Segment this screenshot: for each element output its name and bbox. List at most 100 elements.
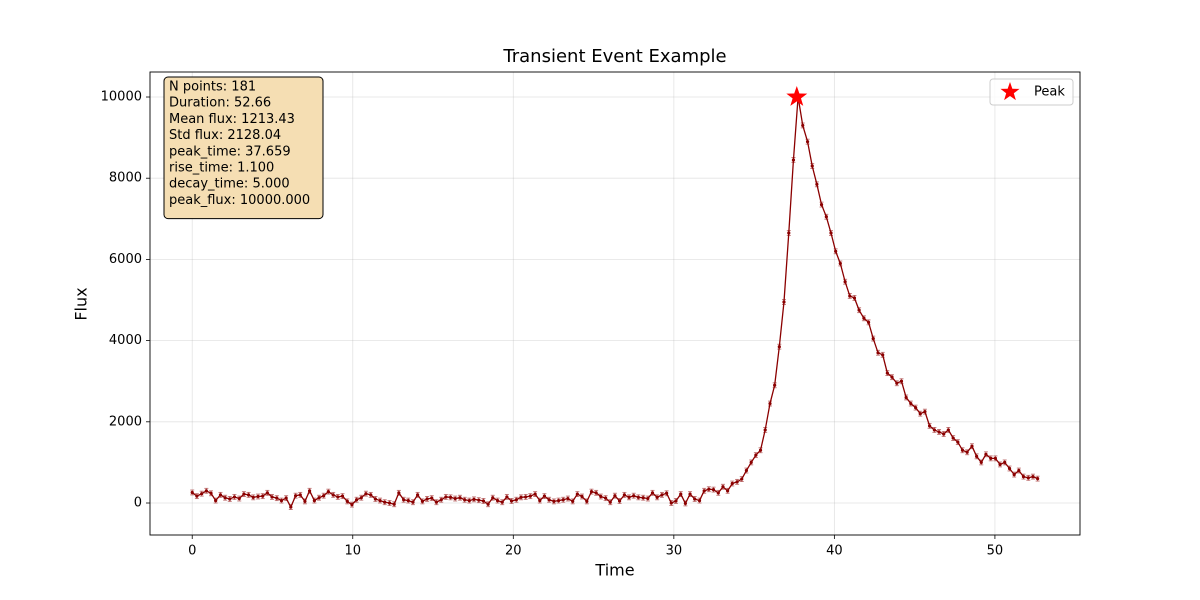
- data-point: [735, 480, 739, 484]
- data-point: [984, 452, 988, 456]
- x-tick-label: 20: [505, 544, 522, 559]
- data-point: [514, 498, 518, 502]
- data-point: [838, 261, 842, 266]
- data-point: [275, 496, 279, 500]
- y-tick-label: 6000: [109, 252, 142, 267]
- data-point: [1003, 460, 1007, 465]
- stats-line: rise_time: 1.100: [169, 161, 274, 176]
- y-axis-label: Flux: [72, 287, 91, 320]
- data-point: [744, 468, 749, 473]
- data-point: [899, 379, 904, 383]
- data-point: [1021, 475, 1026, 479]
- data-point: [307, 489, 312, 493]
- data-point: [993, 456, 997, 460]
- data-point: [472, 497, 476, 501]
- data-point: [312, 498, 316, 503]
- data-point: [848, 294, 852, 298]
- data-point: [730, 481, 734, 486]
- data-point: [604, 496, 608, 500]
- data-point: [204, 489, 208, 493]
- data-point: [707, 487, 711, 491]
- data-point: [1007, 466, 1012, 471]
- data-point: [270, 495, 274, 499]
- data-point: [819, 202, 824, 207]
- data-point: [975, 454, 979, 458]
- data-point: [956, 440, 960, 444]
- x-tick-label: 30: [666, 544, 683, 559]
- data-point: [951, 436, 955, 440]
- data-point: [303, 499, 307, 503]
- x-tick-label: 0: [188, 544, 196, 559]
- data-point: [284, 496, 288, 500]
- x-tick-label: 40: [826, 544, 843, 559]
- data-point: [322, 494, 326, 498]
- data-point: [289, 505, 293, 509]
- data-point: [364, 492, 368, 496]
- data-point: [448, 495, 453, 499]
- data-point: [453, 496, 457, 501]
- data-point: [843, 280, 847, 284]
- data-point: [279, 498, 284, 503]
- data-point: [331, 493, 335, 497]
- data-point: [190, 490, 194, 495]
- data-point: [195, 494, 199, 498]
- data-point: [1017, 468, 1021, 473]
- data-point: [355, 498, 359, 502]
- data-point: [575, 492, 579, 496]
- data-point: [617, 499, 622, 503]
- data-point: [373, 497, 377, 501]
- data-point: [552, 499, 556, 503]
- data-point: [679, 492, 683, 496]
- data-point: [200, 492, 204, 496]
- data-point: [265, 491, 269, 495]
- data-point: [387, 501, 392, 505]
- data-point: [740, 477, 744, 481]
- data-point: [862, 316, 866, 320]
- data-point: [232, 495, 237, 499]
- data-point: [420, 499, 425, 503]
- data-point: [1031, 475, 1035, 479]
- data-point: [416, 493, 420, 497]
- data-point: [383, 500, 387, 504]
- data-point: [533, 492, 537, 496]
- data-point: [228, 497, 232, 501]
- data-point: [242, 492, 246, 496]
- data-point: [369, 493, 373, 497]
- data-point: [486, 502, 490, 506]
- data-point: [209, 491, 213, 495]
- data-point: [697, 498, 702, 503]
- data-point: [876, 351, 880, 355]
- data-point: [556, 498, 561, 503]
- data-point: [599, 494, 603, 499]
- data-point: [805, 140, 810, 144]
- data-point: [509, 499, 514, 503]
- x-axis-label: Time: [594, 561, 634, 580]
- data-point: [669, 501, 673, 505]
- stats-line: Std flux: 2128.04: [169, 128, 281, 143]
- data-point: [430, 496, 434, 500]
- data-point: [763, 428, 767, 432]
- stats-line: peak_flux: 10000.000: [169, 193, 310, 208]
- data-point: [979, 460, 983, 465]
- data-point: [716, 491, 720, 495]
- stats-line: N points: 181: [169, 80, 256, 95]
- data-point: [829, 231, 833, 235]
- data-point: [1012, 472, 1016, 477]
- data-point: [392, 502, 396, 506]
- data-point: [326, 490, 330, 494]
- data-point: [989, 456, 993, 460]
- peak-marker: [786, 86, 808, 106]
- x-tick-label: 50: [987, 544, 1004, 559]
- data-point: [585, 499, 589, 503]
- data-point: [711, 488, 716, 492]
- data-point: [946, 428, 950, 432]
- data-point: [773, 383, 777, 387]
- data-point: [317, 496, 321, 500]
- data-point: [477, 498, 481, 502]
- data-point: [970, 444, 974, 448]
- data-point: [758, 448, 763, 452]
- y-tick-label: 10000: [101, 90, 142, 105]
- data-point: [646, 496, 650, 501]
- data-point: [547, 498, 551, 502]
